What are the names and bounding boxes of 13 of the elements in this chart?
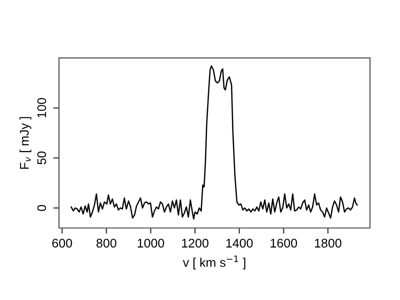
x-axis-title: v [ km s$^{−1}$ ] [182, 256, 246, 270]
y-tick-label: 100 [37, 98, 46, 118]
x-tick-label: 1200 [182, 238, 208, 248]
x-tick-label: 1000 [138, 238, 164, 248]
x-tick-label: 1800 [314, 238, 342, 248]
y-axis-title: F$_{v}$ [ mJy ] [20, 117, 32, 169]
line-series [70, 65, 358, 220]
x-tick-label: 600 [52, 238, 72, 248]
y-tick-label: 0 [37, 205, 46, 211]
x-tick-label: 1600 [270, 238, 298, 248]
x-tick-label: 800 [96, 238, 116, 248]
y-tick-label: 50 [37, 151, 46, 164]
x-tick-label: 1400 [226, 238, 253, 248]
